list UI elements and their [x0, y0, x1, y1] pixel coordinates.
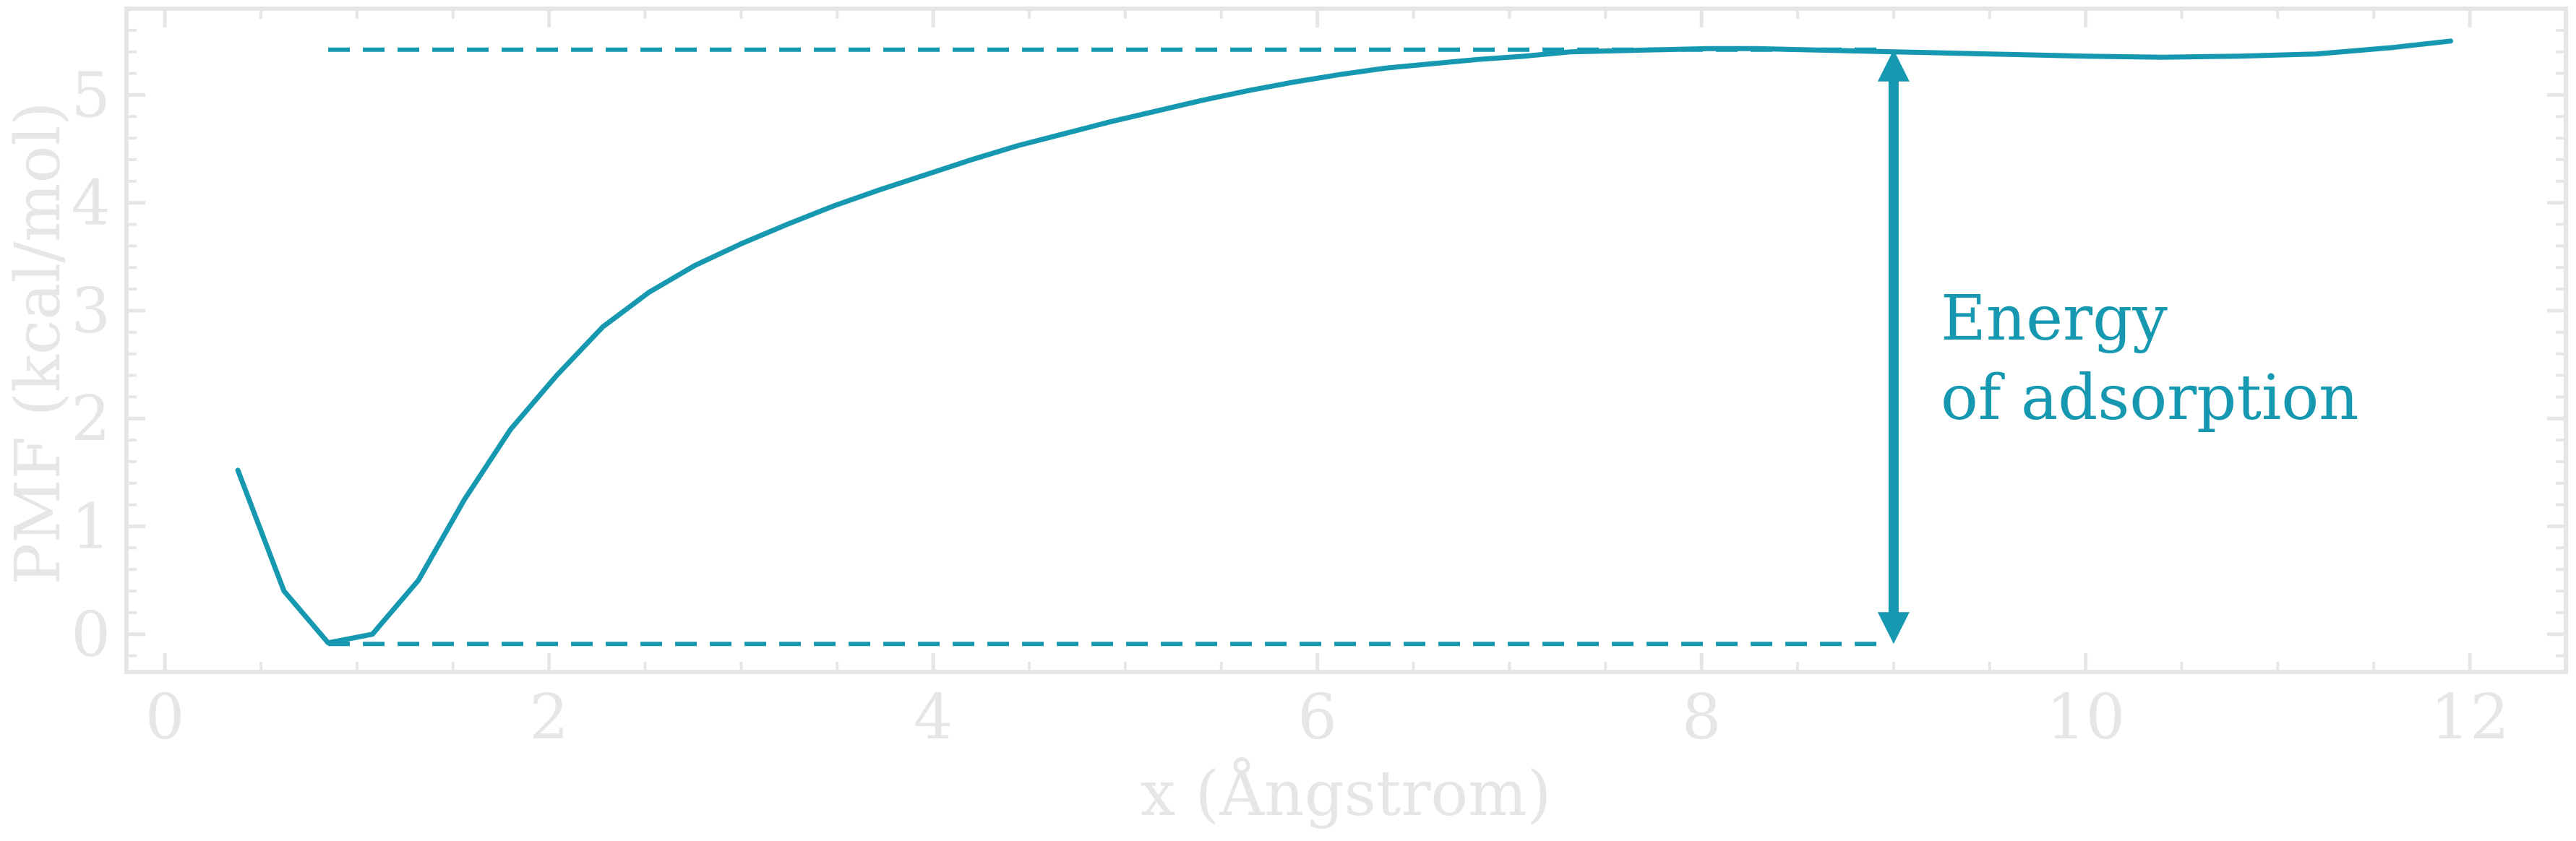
arrow-head-up — [1877, 49, 1910, 82]
x-tick-label: 10 — [2046, 681, 2125, 754]
x-tick-label: 8 — [1682, 681, 1722, 754]
reference-lines — [328, 47, 1884, 647]
pmf-curve — [235, 38, 2454, 646]
x-tick-label: 2 — [529, 681, 569, 754]
x-tick-label: 6 — [1297, 681, 1337, 754]
y-axis-label: PMF (kcal/mol) — [2, 102, 74, 585]
annotation-text-line-1: Energy — [1941, 283, 2168, 355]
x-axis-label: x (Ångstrom) — [1141, 757, 1552, 830]
plot-frame — [124, 7, 2568, 674]
x-tick-label: 0 — [145, 681, 185, 754]
arrow-head-down — [1877, 612, 1910, 644]
x-tick-label: 12 — [2430, 681, 2509, 754]
annotation-text-line-2: of adsorption — [1941, 362, 2359, 434]
x-tick-label: 4 — [914, 681, 953, 754]
tick-marks — [126, 9, 2566, 672]
y-tick-label: 4 — [71, 168, 111, 240]
y-tick-labels: 0 1 2 3 4 5 — [71, 59, 111, 670]
y-tick-label: 1 — [71, 491, 111, 563]
y-tick-label: 2 — [71, 383, 111, 455]
y-tick-label: 5 — [71, 59, 111, 131]
y-tick-label: 0 — [71, 599, 111, 671]
energy-annotation: Energy of adsorption — [1877, 49, 2359, 644]
x-tick-labels: 0 2 4 6 8 10 12 — [145, 681, 2510, 754]
y-tick-label: 3 — [71, 275, 111, 348]
